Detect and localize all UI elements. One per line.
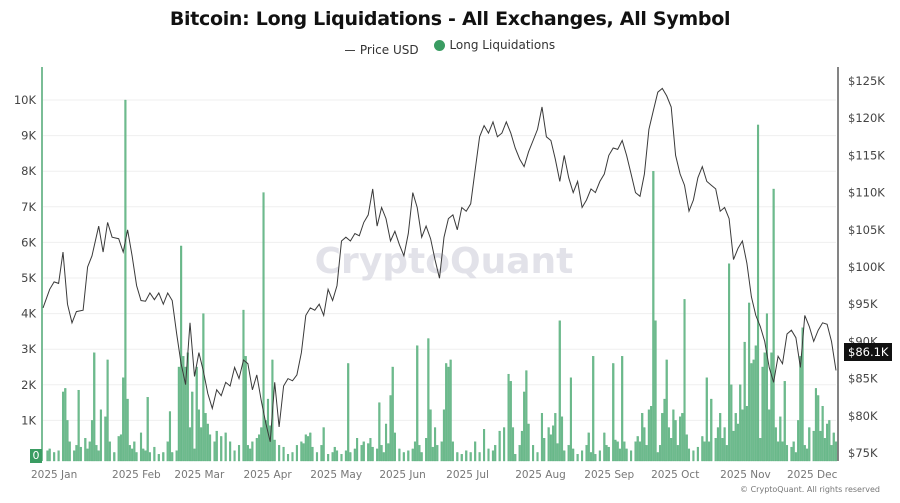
- x-tick-label: 2025 Feb: [112, 469, 161, 481]
- x-tick-label: 2025 Aug: [515, 469, 566, 481]
- x-tick-label: 2025 Jun: [379, 469, 425, 481]
- left-tick-label: 9K: [21, 129, 36, 143]
- x-tick-label: 2025 Oct: [651, 469, 699, 481]
- x-tick-label: 2025 Jul: [446, 469, 489, 481]
- legend-item-price[interactable]: Price USD: [344, 43, 419, 57]
- left-tick-label: 8K: [21, 164, 36, 178]
- x-tick-label: 2025 Sep: [584, 469, 634, 481]
- price-line: [42, 87, 837, 442]
- right-tick-label: $80K: [848, 409, 878, 423]
- zero-value-badge: 0: [30, 449, 42, 463]
- left-tick-label: 4K: [21, 307, 36, 321]
- copyright-notice: © CryptoQuant. All rights reserved: [740, 485, 880, 494]
- line-swatch-icon: [344, 49, 355, 51]
- dot-icon: [434, 39, 446, 51]
- x-axis-ticks: 2025 Jan 2025 Feb 2025 Mar 2025 Apr 2025 May…: [31, 469, 838, 481]
- left-tick-label: 3K: [21, 342, 36, 356]
- liquidation-bars: [46, 99, 838, 462]
- right-tick-label: $115K: [848, 148, 885, 162]
- x-tick-label: 2025 Nov: [720, 469, 771, 481]
- legend-label-liquidations: Long Liquidations: [449, 38, 556, 52]
- right-tick-label: $125K: [848, 74, 885, 88]
- watermark: CryptoQuant: [315, 241, 574, 282]
- left-axis-ticks: 1K 2K 3K 4K 5K 6K 7K 8K 9K 10K: [14, 93, 37, 427]
- left-tick-label: 2K: [21, 378, 36, 392]
- left-tick-label: 10K: [14, 93, 37, 107]
- right-tick-label: $105K: [848, 223, 885, 237]
- left-tick-label: 1K: [21, 413, 36, 427]
- right-tick-label: $85K: [848, 372, 878, 386]
- legend-item-liquidations[interactable]: Long Liquidations: [434, 38, 555, 52]
- legend-label-price: Price USD: [359, 43, 419, 57]
- right-tick-label: $100K: [848, 260, 885, 274]
- x-tick-label: 2025 Apr: [243, 469, 292, 481]
- x-tick-label: 2025 Mar: [174, 469, 225, 481]
- current-price-badge: $86.1K: [844, 343, 893, 361]
- right-tick-label: $120K: [848, 111, 885, 125]
- right-tick-label: $75K: [848, 446, 878, 460]
- legend: Price USD Long Liquidations: [0, 38, 900, 57]
- left-tick-label: 6K: [21, 235, 36, 249]
- right-tick-label: $95K: [848, 297, 878, 311]
- chart-title: Bitcoin: Long Liquidations - All Exchang…: [169, 8, 731, 30]
- right-axis-ticks: $75K$80K$85K$90K$95K$100K$105K$110K$115K…: [848, 74, 885, 460]
- x-tick-label: 2025 May: [310, 469, 362, 481]
- x-tick-label: 2025 Dec: [787, 469, 838, 481]
- left-tick-label: 7K: [21, 200, 36, 214]
- x-tick-label: 2025 Jan: [31, 469, 77, 481]
- right-tick-label: $110K: [848, 186, 885, 200]
- left-tick-label: 5K: [21, 271, 36, 285]
